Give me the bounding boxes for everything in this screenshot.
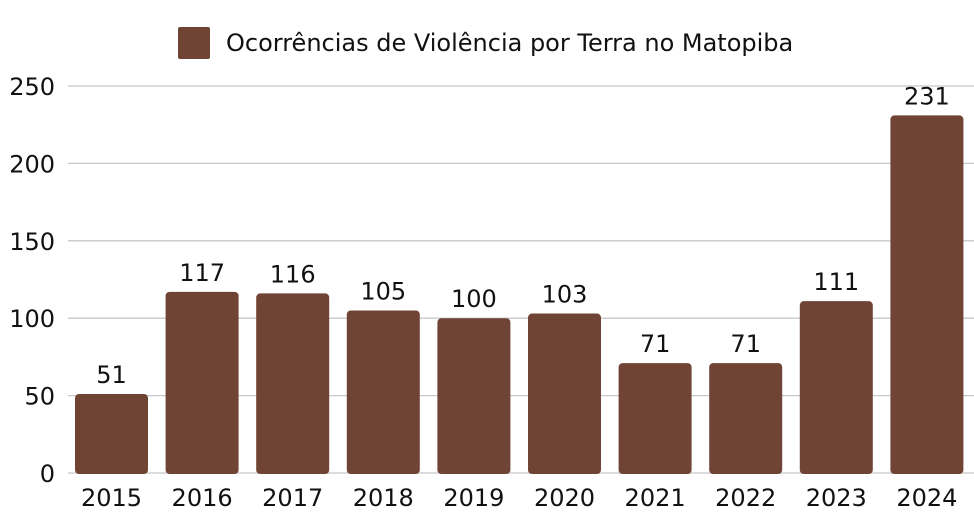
y-tick-label: 200 [9,150,55,178]
x-tick-label-2022: 2022 [715,484,776,512]
bar-2017 [256,293,330,474]
x-tick-label-2017: 2017 [262,484,323,512]
x-tick-label-2023: 2023 [806,484,867,512]
bar-2021 [618,363,692,474]
data-label-2023: 111 [813,268,859,296]
bar-2024 [890,115,964,475]
bar-2015 [75,394,148,474]
y-tick-label: 50 [24,383,55,411]
data-labels: 51 117 116 105 100 103 71 71 111 231 [96,82,950,389]
data-label-2015: 51 [96,361,127,389]
data-label-2019: 100 [451,285,497,313]
bar-2020 [528,313,601,474]
y-axis-ticks: 0 50 100 150 200 250 [9,73,55,488]
x-axis-ticks: 2015 2016 2017 2018 2019 2020 2021 2022 2023 2024 [81,484,957,512]
y-tick-label: 250 [9,73,55,101]
data-label-2021: 71 [640,330,671,358]
data-label-2016: 117 [179,259,225,287]
bar-2018 [346,310,420,474]
data-label-2022: 71 [730,330,761,358]
x-tick-label-2016: 2016 [172,484,233,512]
y-tick-label: 150 [9,228,55,256]
x-tick-label-2020: 2020 [534,484,595,512]
bar-2023 [799,301,873,474]
x-tick-label-2019: 2019 [443,484,504,512]
legend: Ocorrências de Violência por Terra no Ma… [178,27,793,59]
y-tick-label: 100 [9,305,55,333]
data-label-2024: 231 [904,82,950,110]
data-label-2018: 105 [360,277,406,305]
x-tick-label-2021: 2021 [625,484,686,512]
x-tick-label-2015: 2015 [81,484,142,512]
legend-swatch [178,27,210,59]
x-tick-label-2024: 2024 [896,484,957,512]
bar-2022 [709,363,783,474]
bar-2016 [165,291,239,474]
data-label-2017: 116 [270,260,316,288]
x-tick-label-2018: 2018 [353,484,414,512]
y-tick-label: 0 [40,460,55,488]
data-label-2020: 103 [542,281,588,309]
legend-label: Ocorrências de Violência por Terra no Ma… [226,29,793,57]
bar-2019 [437,318,511,474]
bars [75,115,964,475]
